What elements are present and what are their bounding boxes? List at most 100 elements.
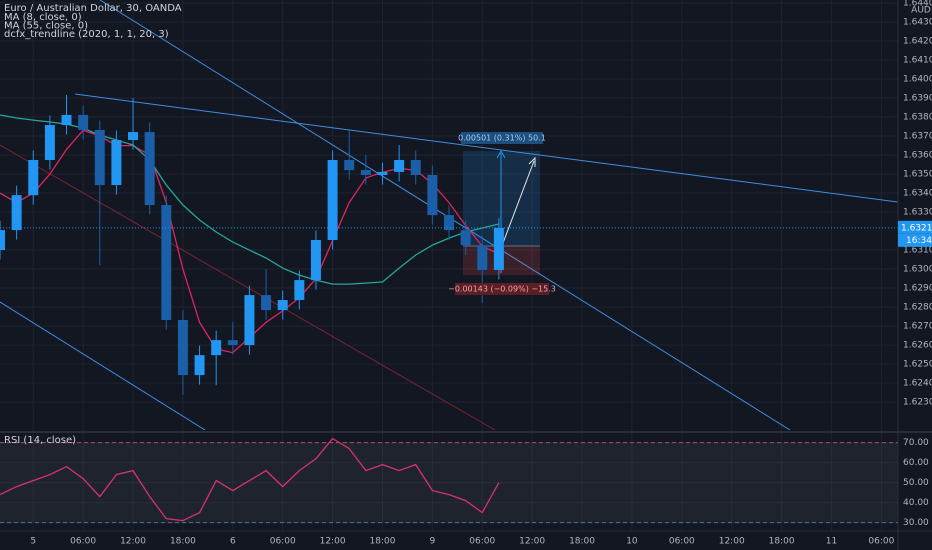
y-tick-label: 1.64200 [903, 37, 932, 47]
y-tick-label: 1.64300 [903, 18, 932, 28]
countdown-label: 16:34 [906, 236, 932, 246]
indicator-legend: dcfx_trendline (2020, 1, 1, 20, 3) [4, 29, 169, 40]
candle-body [294, 280, 305, 301]
x-tick-label: 12:00 [519, 537, 545, 547]
x-tick-label: 18:00 [370, 537, 396, 547]
legend-entry: MA (8, close, 0) [4, 12, 82, 23]
candle-body [261, 295, 272, 311]
candle-body [377, 171, 388, 176]
y-tick-label: 1.63400 [903, 189, 932, 199]
arrow-head [528, 156, 536, 167]
candle-body [194, 355, 205, 376]
candle-body [94, 129, 105, 186]
candle-body [128, 132, 139, 141]
target-label-box [461, 132, 543, 144]
projection-arrow[interactable] [502, 160, 535, 244]
candle-body [44, 125, 55, 160]
legend-entry: MA (55, close, 0) [4, 21, 88, 32]
candle-body [144, 132, 155, 206]
y-tick-label: 1.63800 [903, 113, 932, 123]
y-tick-label: 1.62900 [903, 284, 932, 294]
candle-body [177, 319, 188, 376]
last-price-label: 1.63217 [901, 223, 932, 233]
rsi-title: RSI (14, close) [4, 435, 76, 446]
y-tick-label: 1.63700 [903, 132, 932, 142]
y-tick-label: 50.00 [903, 478, 929, 488]
candle-body [327, 159, 338, 240]
y-tick-label: 40.00 [903, 498, 929, 508]
y-tick-label: 1.63900 [903, 94, 932, 104]
y-tick-label: 1.62500 [903, 360, 932, 370]
stop-label-box [455, 283, 549, 295]
labels: Euro / Australian Dollar, 30, OANDA dcfx… [4, 0, 932, 547]
arrow-head [496, 149, 506, 159]
trendline[interactable] [99, 0, 791, 430]
x-tick-label: 18:00 [569, 537, 595, 547]
y-tick-label: 1.62600 [903, 341, 932, 351]
stop-label: −0.00143 (−0.09%) −15.3 [448, 285, 556, 294]
candle-body [477, 245, 488, 271]
trendline[interactable] [74, 93, 898, 203]
candle-body [410, 159, 421, 176]
candle-body [460, 230, 471, 246]
rsi-line [0, 437, 500, 522]
x-tick-label: 18:00 [769, 537, 795, 547]
candle-body [11, 195, 22, 231]
candle-body [427, 175, 438, 216]
y-tick-label: 1.63300 [903, 208, 932, 218]
x-tick-label: 18:00 [170, 537, 196, 547]
candle-body [244, 295, 255, 346]
candle-body [344, 159, 355, 171]
x-tick-label: 12:00 [120, 537, 146, 547]
x-tick-label: 9 [430, 537, 436, 547]
x-tick-label: 6 [230, 537, 236, 547]
x-tick-label: 12:00 [320, 537, 346, 547]
y-tick-label: 1.63600 [903, 151, 932, 161]
y-tick-label: 1.64400 [903, 0, 932, 9]
y-tick-label: 70.00 [903, 438, 929, 448]
y-tick-label: 1.62400 [903, 379, 932, 389]
candle-body [78, 114, 89, 130]
y-tick-label: 1.62300 [903, 398, 932, 408]
candle-body [493, 227, 504, 271]
candle-body [227, 340, 238, 346]
candle-body [211, 340, 222, 356]
candle-body [111, 140, 122, 186]
last-price-box [898, 220, 932, 234]
y-tick-label: 1.63000 [903, 265, 932, 275]
candle-body [310, 239, 321, 281]
y-tick-label: 1.63500 [903, 170, 932, 180]
y-tick-label: 1.64000 [903, 75, 932, 85]
candle-body [394, 159, 405, 172]
candle-body [61, 114, 72, 126]
trendline[interactable] [0, 144, 496, 430]
x-tick-label: 12:00 [719, 537, 745, 547]
candle-body [0, 230, 5, 251]
x-tick-label: 11 [826, 537, 837, 547]
y-tick-label: 1.63100 [903, 246, 932, 256]
x-tick-label: 06:00 [469, 537, 495, 547]
x-tick-label: 06:00 [669, 537, 695, 547]
y-tick-label: 1.64100 [903, 56, 932, 66]
x-tick-label: 10 [626, 537, 638, 547]
symbol-title: Euro / Australian Dollar, 30, OANDA [4, 3, 182, 14]
currency-label: AUD [911, 6, 931, 16]
y-tick-label: 1.62700 [903, 322, 932, 332]
x-tick-label: 06:00 [868, 537, 894, 547]
target-label: 0.00501 (0.31%) 50.1 [458, 134, 546, 143]
candle-body [444, 215, 454, 231]
y-tick-label: 1.62800 [903, 303, 932, 313]
candle-body [28, 159, 39, 196]
candle-body [277, 300, 288, 311]
y-tick-label: 30.00 [903, 518, 929, 528]
price-pane [0, 95, 898, 396]
candle-body [360, 170, 371, 176]
x-tick-label: 06:00 [270, 537, 296, 547]
x-tick-label: 5 [30, 537, 36, 547]
x-tick-label: 06:00 [70, 537, 96, 547]
rsi-pane [0, 437, 898, 524]
y-tick-label: 60.00 [903, 458, 929, 468]
trendline[interactable] [0, 301, 206, 430]
